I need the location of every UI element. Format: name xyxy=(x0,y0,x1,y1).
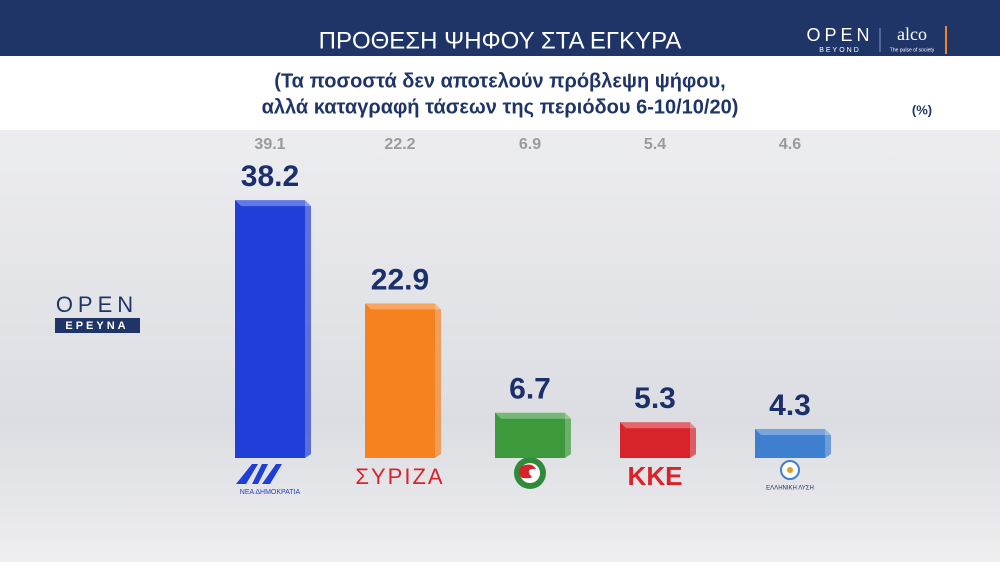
subtitle-band xyxy=(0,56,1000,130)
side-logo-band xyxy=(55,318,140,333)
bar xyxy=(755,428,825,458)
previous-value-label: 39.1 xyxy=(254,136,285,153)
previous-value-label: 22.2 xyxy=(384,136,415,153)
unit-label: (%) xyxy=(912,102,932,117)
bar-top xyxy=(495,412,571,419)
value-label: 22.9 xyxy=(371,263,429,296)
header-bar xyxy=(0,0,1000,56)
bar-top xyxy=(235,200,311,207)
category-label: ΣΥΡΙΖΑ xyxy=(355,464,444,489)
subtitle-line: αλλά καταγραφή τάσεων της περιόδου 6-10/… xyxy=(262,96,739,118)
previous-value-label: 4.6 xyxy=(779,136,801,153)
previous-value-label: 6.9 xyxy=(519,136,541,153)
value-label: 5.3 xyxy=(634,382,676,415)
side-logo: OPEN xyxy=(56,292,138,317)
el-logo xyxy=(780,460,800,480)
brand-alco: alco xyxy=(897,24,927,44)
bar xyxy=(495,412,565,458)
nd-logo xyxy=(236,464,282,484)
bar-side xyxy=(825,428,831,458)
category-label: ΕΛΛΗΝΙΚΗ ΛΥΣΗ xyxy=(766,486,814,492)
value-label: 38.2 xyxy=(241,160,299,193)
subtitle-line: (Τα ποσοστά δεν αποτελούν πρόβλεψη ψήφου… xyxy=(274,70,725,92)
bar xyxy=(365,303,435,458)
bar xyxy=(235,200,305,458)
side-logo-sub: ΕΡΕΥΝΑ xyxy=(65,320,128,332)
bar-side xyxy=(305,200,311,458)
bar-side xyxy=(435,303,441,458)
bar-side xyxy=(565,412,571,458)
brand-open-sub: BEYOND xyxy=(819,47,861,54)
bar-top xyxy=(620,422,696,429)
bar-top xyxy=(755,428,831,435)
title: ΠΡΟΘΕΣΗ ΨΗΦΟΥ ΣΤΑ ΕΓΚΥΡΑ xyxy=(319,27,682,54)
bar-side xyxy=(690,422,696,458)
previous-value-label: 5.4 xyxy=(644,136,666,153)
bar xyxy=(620,422,690,458)
pasok-logo xyxy=(514,457,546,489)
category-label: ΝΕΑ ΔΗΜΟΚΡΑΤΙΑ xyxy=(240,489,301,496)
value-label: 6.7 xyxy=(509,373,551,406)
brand-open: OPEN xyxy=(806,25,873,45)
brand-alco-sub: The pulse of society xyxy=(890,47,935,53)
category-label: ΚΚΕ xyxy=(628,461,683,491)
bar-top xyxy=(365,303,441,310)
value-label: 4.3 xyxy=(769,389,811,422)
